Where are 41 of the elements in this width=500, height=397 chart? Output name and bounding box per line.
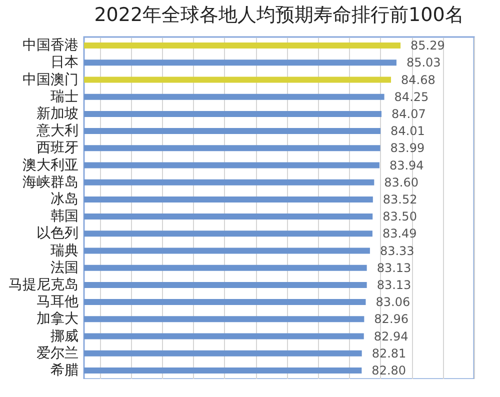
y-tick-label: 日本 (50, 54, 78, 71)
data-label: 83.94 (389, 158, 424, 172)
data-label: 82.96 (374, 312, 409, 326)
y-tick-label: 以色列 (36, 226, 78, 242)
data-label: 82.94 (374, 329, 408, 344)
y-tick-label: 瑞典 (50, 242, 78, 259)
y-tick-label: 希腊 (50, 362, 78, 378)
y-tick-label: 韩国 (50, 208, 78, 225)
data-label: 85.29 (410, 38, 445, 53)
y-tick-label: 加拿大 (36, 311, 78, 328)
y-tick-label: 海峡群岛 (22, 174, 78, 190)
y-tick-label: 马提尼克岛 (8, 276, 78, 293)
data-label: 84.68 (401, 72, 436, 87)
data-label: 83.50 (382, 210, 417, 224)
data-label: 83.06 (376, 295, 410, 310)
data-label: 82.81 (372, 346, 406, 360)
y-tick-label: 西班牙 (36, 140, 78, 156)
data-label: 83.52 (382, 192, 418, 206)
y-tick-label: 挪威 (50, 328, 78, 344)
y-tick-label: 意大利 (36, 123, 78, 140)
data-label: 84.07 (391, 106, 426, 121)
y-tick-label: 新加坡 (36, 106, 78, 122)
y-tick-label: 中国香港 (22, 38, 78, 54)
data-label: 85.03 (406, 56, 441, 70)
data-label: 84.25 (394, 90, 429, 104)
data-label: 83.13 (376, 260, 412, 275)
y-tick-label: 瑞士 (50, 88, 78, 105)
data-label: 83.49 (382, 226, 417, 241)
y-tick-label: 马耳他 (36, 294, 78, 310)
data-label: 83.33 (380, 244, 414, 258)
data-label: 84.01 (390, 124, 425, 138)
chart-title: 2022年全球各地人均预期寿命排行前100名 (94, 4, 464, 26)
data-label: 83.60 (384, 175, 419, 190)
y-tick-label: 中国澳门 (22, 72, 78, 88)
data-label: 83.99 (390, 141, 425, 156)
y-tick-label: 冰岛 (50, 191, 78, 208)
y-tick-label: 澳大利亚 (22, 157, 78, 174)
data-label: 83.13 (376, 278, 412, 292)
y-tick-label: 法国 (50, 260, 78, 276)
data-label: 82.80 (372, 363, 406, 378)
y-tick-label: 爱尔兰 (36, 345, 78, 362)
